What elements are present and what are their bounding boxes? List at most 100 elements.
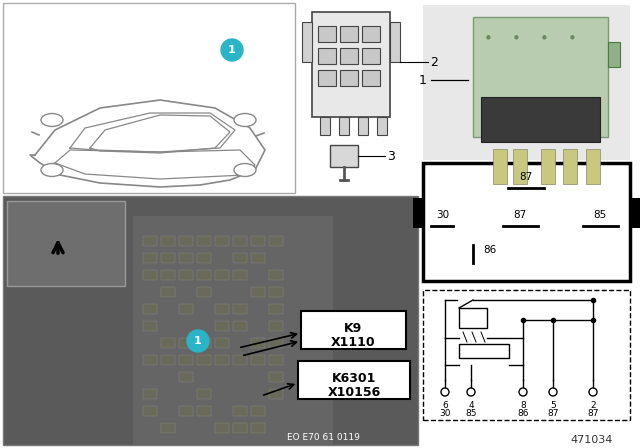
Bar (251, 423, 265, 433)
Bar (340, 70, 358, 86)
Bar (161, 253, 175, 263)
Bar (251, 287, 265, 297)
Bar (340, 48, 358, 64)
Text: 2: 2 (590, 401, 596, 410)
Bar (215, 287, 229, 297)
Bar (143, 406, 157, 416)
Bar (541, 149, 555, 184)
Ellipse shape (41, 113, 63, 126)
Bar (269, 321, 283, 331)
Bar (630, 198, 640, 228)
Bar (481, 97, 600, 142)
Bar (233, 389, 247, 399)
Bar (233, 321, 247, 331)
Text: ●: ● (570, 34, 574, 39)
Circle shape (549, 388, 557, 396)
Text: ●: ● (541, 34, 547, 39)
Text: 85: 85 (465, 409, 477, 418)
Bar (3, 3, 295, 193)
Bar (7, 201, 125, 286)
Bar (358, 117, 368, 135)
Text: 30: 30 (436, 210, 449, 220)
Bar (318, 70, 336, 86)
Text: X1110: X1110 (331, 336, 375, 349)
Bar (459, 344, 509, 358)
Bar (251, 355, 265, 365)
Bar (197, 253, 211, 263)
Bar (269, 372, 283, 382)
Bar (493, 149, 507, 184)
Circle shape (187, 330, 209, 352)
Bar (143, 423, 157, 433)
Ellipse shape (41, 164, 63, 177)
Text: 87: 87 (513, 210, 527, 220)
Bar (179, 253, 193, 263)
Bar (143, 236, 157, 246)
Bar (197, 423, 211, 433)
Text: 3: 3 (387, 150, 395, 163)
Bar (233, 372, 247, 382)
Bar (179, 423, 193, 433)
Text: 8: 8 (520, 401, 526, 410)
Bar (513, 149, 527, 184)
Bar (143, 355, 157, 365)
Bar (161, 355, 175, 365)
Text: 30: 30 (439, 409, 451, 418)
Bar (330, 145, 358, 167)
Bar (197, 236, 211, 246)
Text: ●: ● (486, 34, 490, 39)
Bar (179, 304, 193, 314)
Bar (423, 290, 630, 420)
Text: 86: 86 (483, 245, 496, 255)
Bar (197, 355, 211, 365)
Bar (161, 270, 175, 280)
Bar (312, 12, 390, 117)
Circle shape (441, 388, 449, 396)
Bar (197, 389, 211, 399)
Bar (251, 372, 265, 382)
Bar (413, 198, 423, 228)
Bar (251, 338, 265, 348)
Text: 87: 87 (547, 409, 559, 418)
Ellipse shape (234, 164, 256, 177)
Circle shape (519, 388, 527, 396)
Bar (3, 196, 418, 445)
Text: 87: 87 (588, 409, 599, 418)
Circle shape (589, 388, 597, 396)
Bar (423, 163, 630, 281)
Bar (269, 253, 283, 263)
Text: 1: 1 (228, 45, 236, 55)
Circle shape (221, 39, 243, 61)
Text: X10156: X10156 (328, 387, 381, 400)
Bar (215, 270, 229, 280)
Bar (215, 321, 229, 331)
Text: 6: 6 (442, 401, 448, 410)
Bar (197, 321, 211, 331)
Bar (269, 304, 283, 314)
Bar (233, 236, 247, 246)
Bar (473, 17, 608, 137)
Bar (143, 372, 157, 382)
Bar (302, 22, 312, 62)
Text: K9: K9 (344, 323, 362, 336)
Bar (362, 48, 380, 64)
Bar (161, 423, 175, 433)
Bar (251, 389, 265, 399)
Text: 2: 2 (430, 56, 438, 69)
Text: 86: 86 (517, 409, 529, 418)
Bar (197, 338, 211, 348)
Bar (269, 355, 283, 365)
Text: 5: 5 (550, 401, 556, 410)
Text: 4: 4 (468, 401, 474, 410)
Bar (320, 117, 330, 135)
Bar (269, 287, 283, 297)
Bar (318, 26, 336, 42)
Text: 1: 1 (194, 336, 202, 346)
Ellipse shape (234, 113, 256, 126)
Bar (215, 355, 229, 365)
Bar (251, 321, 265, 331)
Bar (318, 48, 336, 64)
Bar (215, 253, 229, 263)
Bar (143, 287, 157, 297)
Bar (233, 253, 247, 263)
